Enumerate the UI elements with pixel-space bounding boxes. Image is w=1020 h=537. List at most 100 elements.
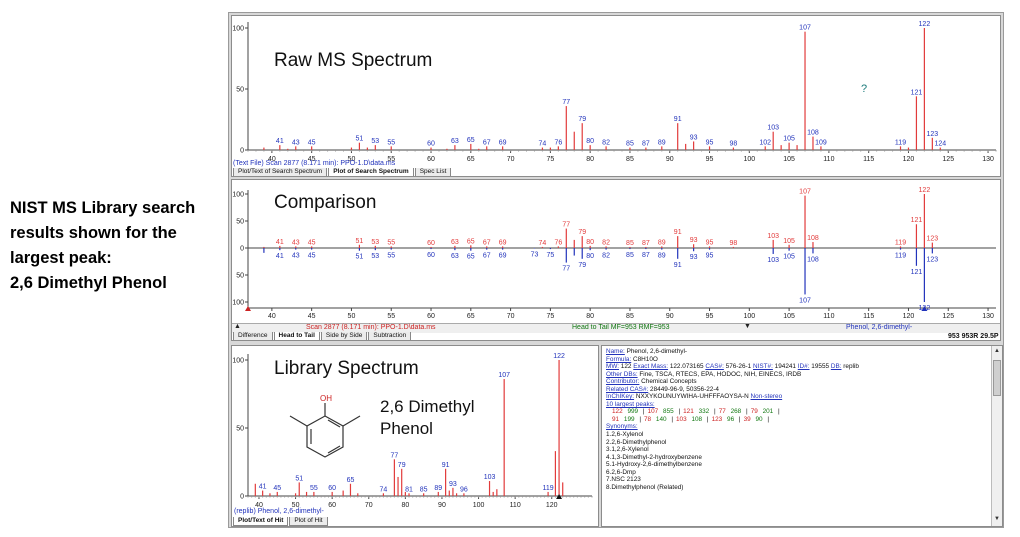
peak-label: 89: [434, 485, 442, 492]
peak-label: 55: [310, 485, 318, 492]
hit-info-row: Contributor: Chemical Concepts: [606, 378, 986, 386]
peak-label: 121: [911, 89, 923, 96]
peak-label: 95: [706, 139, 714, 146]
upper-peak-label: 80: [586, 239, 594, 246]
hit-info-key[interactable]: Contributor:: [606, 378, 640, 386]
raw-spectrum-plot[interactable]: 0 50 100 40 45 50 55 60 65 70 75 80 85 90 95 100 105 110 1…: [232, 16, 1001, 177]
x-tick-label: 90: [666, 156, 674, 163]
scroll-up-icon[interactable]: ▲: [994, 348, 1000, 354]
tab-plot-text-of-hit[interactable]: Plot/Text of Hit: [233, 517, 289, 526]
lower-peak-label: 79: [578, 262, 586, 269]
upper-peak-label: 123: [926, 236, 938, 243]
lower-peak-label: 89: [658, 253, 666, 260]
peak-label: 107: [498, 372, 510, 379]
tab-head-to-tail[interactable]: Head to Tail: [273, 332, 320, 340]
comparison-panel[interactable]: 100 50 0 50 100 40 45 50 55 60 65 70 75 80 85 90 95 100 10…: [231, 179, 1001, 341]
hit-info-key[interactable]: InChIKey:: [606, 393, 635, 401]
peak-label: 105: [783, 136, 795, 143]
scroll-down-icon[interactable]: ▼: [994, 516, 1000, 522]
x-tick-label: 90: [666, 313, 674, 320]
largest-peak: 123 96 |: [711, 415, 741, 423]
upper-peak-label: 55: [387, 239, 395, 246]
peak-label: 67: [483, 139, 491, 146]
lower-peak-label: 53: [371, 253, 379, 260]
hit-info-key[interactable]: CAS#:: [705, 363, 724, 371]
upper-peak-label: 65: [467, 238, 475, 245]
peak-label: 74: [380, 486, 388, 493]
lower-peak-label: 123: [926, 256, 938, 263]
upper-peak-label: 41: [276, 239, 284, 246]
synonym-item: 8.Dimethylphenol (Related): [606, 483, 684, 491]
hit-info-key[interactable]: NIST#:: [753, 363, 773, 371]
tab-side-by-side[interactable]: Side by Side: [320, 332, 368, 340]
hit-info-key[interactable]: Formula:: [606, 355, 632, 363]
peak-marker-icon: [556, 494, 563, 499]
tab-plot-text-search-spectrum[interactable]: Plot/Text of Search Spectrum: [233, 168, 328, 176]
x-tick-label: 120: [546, 502, 558, 509]
hit-info-value: 194241: [772, 363, 798, 371]
tab-plot-of-hit[interactable]: Plot of Hit: [289, 517, 328, 526]
tab-difference[interactable]: Difference: [233, 332, 273, 340]
hit-info-row: Related CAS#: 28449-96-9, 50356-22-4: [606, 386, 986, 394]
x-tick-label: 95: [706, 156, 714, 163]
peak-label: 103: [484, 474, 496, 481]
upper-peak-label: 91: [674, 229, 682, 236]
hit-info-value: 19555: [809, 363, 831, 371]
lower-peak-label: 75: [546, 252, 554, 259]
synonyms-label[interactable]: Synonyms:: [606, 423, 638, 431]
hit-info-panel[interactable]: Name: Phenol, 2,6-dimethyl- Formula: C8H1…: [601, 345, 1003, 527]
upper-peak-label: 43: [292, 239, 300, 246]
x-tick-label: 100: [743, 156, 755, 163]
hit-info-value: 122: [619, 363, 634, 371]
hit-info-key[interactable]: ID#:: [797, 363, 810, 371]
peak-label: 93: [449, 481, 457, 488]
x-tick-label: 105: [783, 156, 795, 163]
hit-info-key[interactable]: Non-stereo: [750, 393, 783, 401]
hit-info-key[interactable]: Other DBs:: [606, 370, 638, 378]
library-spectrum-title: Library Spectrum: [274, 358, 419, 379]
tab-plot-search-spectrum[interactable]: Plot of Search Spectrum: [328, 168, 414, 176]
upper-peak-label: 105: [783, 238, 795, 245]
upper-peak-label: 63: [451, 239, 459, 246]
library-spectrum-panel[interactable]: 0 50 100 40 50 60 70 80 90 100 110 120 41 45 51 55 60 65 7…: [231, 345, 599, 527]
scroll-thumb[interactable]: [993, 360, 1001, 396]
hit-info-value: 28449-96-9, 50356-22-4: [648, 385, 719, 393]
x-tick-label: 40: [255, 502, 263, 509]
molecule-structure: OH: [289, 394, 361, 458]
peak-label: 55: [387, 139, 395, 146]
comparison-plot[interactable]: 100 50 0 50 100 40 45 50 55 60 65 70 75 80 85 90 95 100 10…: [232, 180, 1001, 341]
peak-label: 107: [799, 25, 811, 32]
hit-info-key[interactable]: 10 largest peaks:: [606, 400, 655, 408]
hit-info-scrollbar[interactable]: ▲ ▼: [991, 346, 1002, 526]
peak-label: 51: [295, 475, 303, 482]
hit-info-key[interactable]: Exact Mass:: [633, 363, 669, 371]
x-tick-label: 70: [507, 313, 515, 320]
peak-label: 63: [451, 138, 459, 145]
peak-label: 122: [919, 21, 931, 28]
largest-peak: 122 999 |: [612, 408, 645, 416]
raw-spectrum-panel[interactable]: 0 50 100 40 45 50 55 60 65 70 75 80 85 90 95 100 105 110 1…: [231, 15, 1001, 177]
lower-peak-label: 105: [783, 254, 795, 261]
lower-peak-label: 77: [562, 266, 570, 273]
x-tick-label: 75: [546, 313, 554, 320]
x-tick-label: 120: [903, 313, 915, 320]
lower-peak-label: 51: [356, 254, 364, 261]
upper-peak-label: 45: [308, 239, 316, 246]
tab-subtraction[interactable]: Subtraction: [368, 332, 412, 340]
x-tick-label: 65: [467, 313, 475, 320]
x-tick-label: 65: [467, 156, 475, 163]
hit-info-key[interactable]: MW:: [606, 363, 620, 371]
largest-peak: 78 140 |: [644, 415, 673, 423]
hit-info-key[interactable]: DB:: [830, 363, 842, 371]
hit-info-row: Formula: C8H10O: [606, 356, 986, 364]
scroll-left-icon[interactable]: ▲: [234, 323, 241, 330]
upper-peak-label: 77: [562, 222, 570, 229]
library-spectrum-plot[interactable]: 0 50 100 40 50 60 70 80 90 100 110 120 41 45 51 55 60 65 7…: [232, 346, 599, 527]
annotation-line: 2,6 Dimethyl Phenol: [10, 274, 167, 292]
tab-spec-list[interactable]: Spec List: [414, 168, 452, 176]
peak-label: 45: [273, 485, 281, 492]
hit-info-key[interactable]: Name:: [606, 348, 625, 355]
dropdown-arrow-icon[interactable]: ▼: [744, 323, 751, 330]
hit-info-key[interactable]: Related CAS#:: [606, 385, 649, 393]
annotation-text: NIST MS Library search results shown for…: [10, 196, 220, 296]
